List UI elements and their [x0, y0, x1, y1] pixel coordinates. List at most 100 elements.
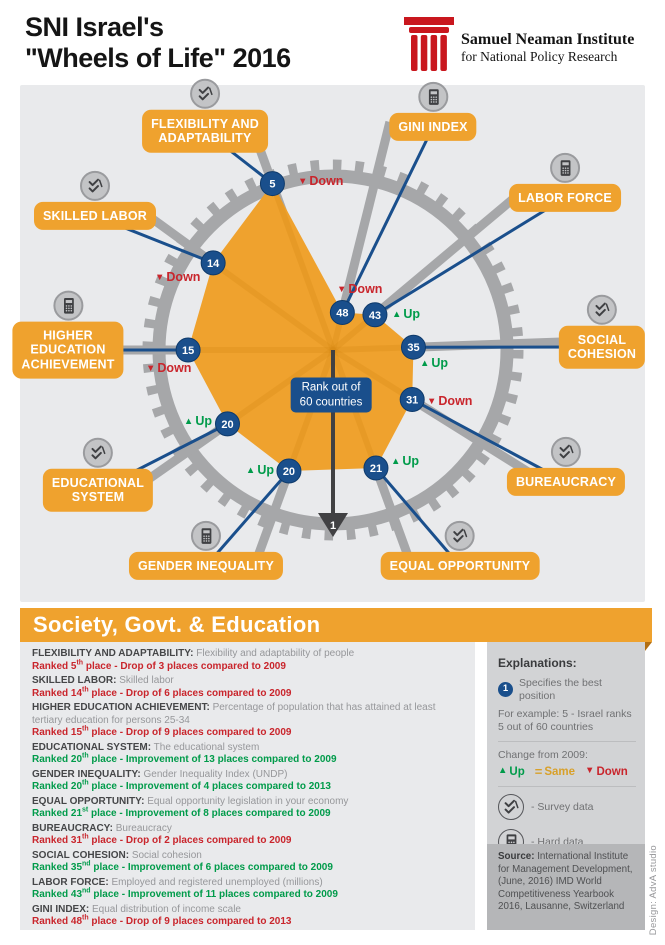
up-triangle-icon: ▲ [245, 464, 256, 476]
indicator-name: SOCIAL COHESION: [32, 849, 130, 861]
list-item: LABOR FORCE: Employed and registered une… [32, 877, 467, 902]
category-label-social-cohesion: SOCIAL COHESION [558, 294, 646, 369]
divider [498, 786, 636, 787]
divider [498, 741, 636, 742]
rank-circle-labor-force: 43 [362, 302, 388, 328]
survey-data-icon [190, 78, 220, 109]
svg-text:20: 20 [221, 419, 233, 431]
indicator-description: Skilled labor [116, 675, 174, 686]
survey-data-icon [551, 436, 581, 467]
category-label-bureaucracy: BUREAUCRACY [506, 436, 626, 497]
change-word: Up [257, 463, 274, 477]
survey-data-icon [80, 170, 110, 201]
up-triangle-icon: ▲ [498, 765, 508, 776]
hard-data-icon [550, 152, 580, 183]
indicator-rank-change: Ranked 43nd place - Improvement of 11 pl… [32, 887, 338, 900]
indicator-description: Gender Inequality Index (UNDP) [140, 768, 288, 780]
list-item: SKILLED LABOR: Skilled labor Ranked 14th … [32, 675, 467, 700]
change-word: Up [431, 356, 449, 370]
best-position-marker: 1 [330, 520, 336, 532]
example-text: For example: 5 - Israel ranks 5 out of 6… [498, 708, 632, 733]
explanations-title: Explanations: [498, 656, 577, 670]
legend-same-label: Same [544, 765, 576, 778]
indicator-rank-change: Ranked 48th place - Drop of 9 places com… [32, 914, 292, 927]
change-legend: ▲ Up = Same ▼ Down [498, 764, 636, 779]
svg-text:14: 14 [207, 258, 220, 270]
indicator-name: SKILLED LABOR: [32, 675, 117, 686]
survey-data-icon [587, 294, 617, 325]
change-indicator-up-equal-opportunity: ▲ Up [391, 454, 419, 468]
banner-fold [645, 642, 652, 651]
change-indicator-down-skilled-labor: ▼ Down [155, 270, 200, 284]
category-label-labor-force: LABOR FORCE [509, 152, 621, 213]
down-triangle-icon: ▼ [585, 765, 595, 776]
indicator-rank-change: Ranked 31th place - Drop of 2 places com… [32, 833, 292, 846]
svg-text:48: 48 [336, 308, 348, 320]
section-banner: Society, Govt. & Education [20, 608, 652, 642]
change-indicator-up-educational-system: ▲ Up [184, 414, 212, 428]
change-indicator-down-higher-education-achievement: ▼ Down [146, 361, 191, 375]
explanations-panel: Explanations: 1 Specifies the best posit… [487, 614, 645, 930]
design-credit: Design: AdvA studio [648, 845, 659, 936]
rank-circle-flexibility-and-adaptability: 5 [259, 171, 285, 197]
indicator-description: Social cohesion [129, 849, 202, 861]
indicator-rank-change: Ranked 5th place - Drop of 3 places comp… [32, 659, 286, 672]
rank-circle-higher-education-achievement: 15 [175, 337, 201, 363]
change-word: Down [348, 282, 383, 296]
center-rank-badge: Rank out of 60 countries [290, 377, 372, 413]
hard-data-icon [418, 81, 448, 112]
indicator-rank-change: Ranked 21st place - Improvement of 8 pla… [32, 806, 331, 819]
change-word: Down [438, 394, 473, 408]
svg-text:15: 15 [182, 345, 194, 357]
change-indicator-up-gender-inequality: ▲ Up [246, 463, 274, 477]
change-indicator-down-flexibility-and-adaptability: ▼ Down [298, 174, 343, 188]
pillar-logo-icon [404, 17, 454, 80]
source-note: Source: International Institute for Mana… [487, 844, 645, 930]
rank-circle-bureaucracy: 31 [399, 386, 425, 412]
indicator-name: LABOR FORCE: [32, 876, 109, 888]
list-item: GENDER INEQUALITY: Gender Inequality Ind… [32, 769, 467, 794]
down-triangle-icon: ▼ [155, 271, 165, 283]
up-triangle-icon: ▲ [391, 455, 401, 467]
indicator-name: GENDER INEQUALITY: [32, 768, 141, 780]
rank-circle-equal-opportunity: 21 [363, 455, 389, 481]
down-triangle-icon: ▼ [298, 175, 308, 187]
indicator-description: Bureaucracy [112, 822, 172, 834]
change-word: Down [166, 270, 201, 284]
up-triangle-icon: ▲ [420, 357, 430, 369]
legend-down-label: Down [596, 765, 628, 778]
section-banner-title: Society, Govt. & Education [33, 612, 321, 637]
best-position-badge: 1 [498, 682, 513, 697]
rank-circle-social-cohesion: 35 [400, 334, 426, 360]
indicator-name: HIGHER EDUCATION ACHIEVEMENT: [32, 702, 210, 713]
indicator-name: EQUAL OPPORTUNITY: [32, 795, 145, 807]
list-item: SOCIAL COHESION: Social cohesion Ranked 3… [32, 850, 467, 875]
svg-text:21: 21 [370, 463, 382, 475]
indicator-rank-change: Ranked 14th place - Drop of 6 places com… [32, 686, 292, 699]
source-text: International Institute for Management D… [498, 851, 633, 913]
rank-circle-skilled-labor: 14 [200, 250, 226, 276]
svg-text:31: 31 [406, 394, 418, 406]
list-item: FLEXIBILITY AND ADAPTABILITY: Flexibilit… [32, 648, 467, 673]
hard-data-icon [191, 520, 221, 551]
survey-data-label: - Survey data [531, 800, 594, 813]
hard-data-icon [53, 290, 83, 321]
indicator-description: Percentage of population that has attain… [32, 702, 436, 726]
survey-data-icon [445, 520, 475, 551]
survey-data-icon [498, 794, 524, 820]
page-title-line2: "Wheels of Life" 2016 [25, 43, 291, 74]
survey-data-icon [83, 437, 113, 468]
svg-text:20: 20 [283, 466, 295, 478]
center-rank-line2: 60 countries [299, 396, 363, 408]
best-position-text: Specifies the best position [519, 677, 602, 702]
category-label-higher-education-achievement: HIGHER EDUCATION ACHIEVEMENT [12, 290, 124, 379]
indicator-rank-change: Ranked 20th place - Improvement of 13 pl… [32, 752, 337, 765]
page-title: SNI Israel's "Wheels of Life" 2016 [25, 12, 291, 75]
svg-text:5: 5 [269, 179, 275, 191]
change-indicator-up-labor-force: ▲ Up [392, 307, 420, 321]
category-label-equal-opportunity: EQUAL OPPORTUNITY [380, 520, 540, 581]
up-triangle-icon: ▲ [183, 415, 194, 427]
source-label: Source: [498, 851, 535, 862]
change-from-label: Change from 2009: [498, 749, 588, 761]
down-triangle-icon: ▼ [146, 362, 156, 374]
